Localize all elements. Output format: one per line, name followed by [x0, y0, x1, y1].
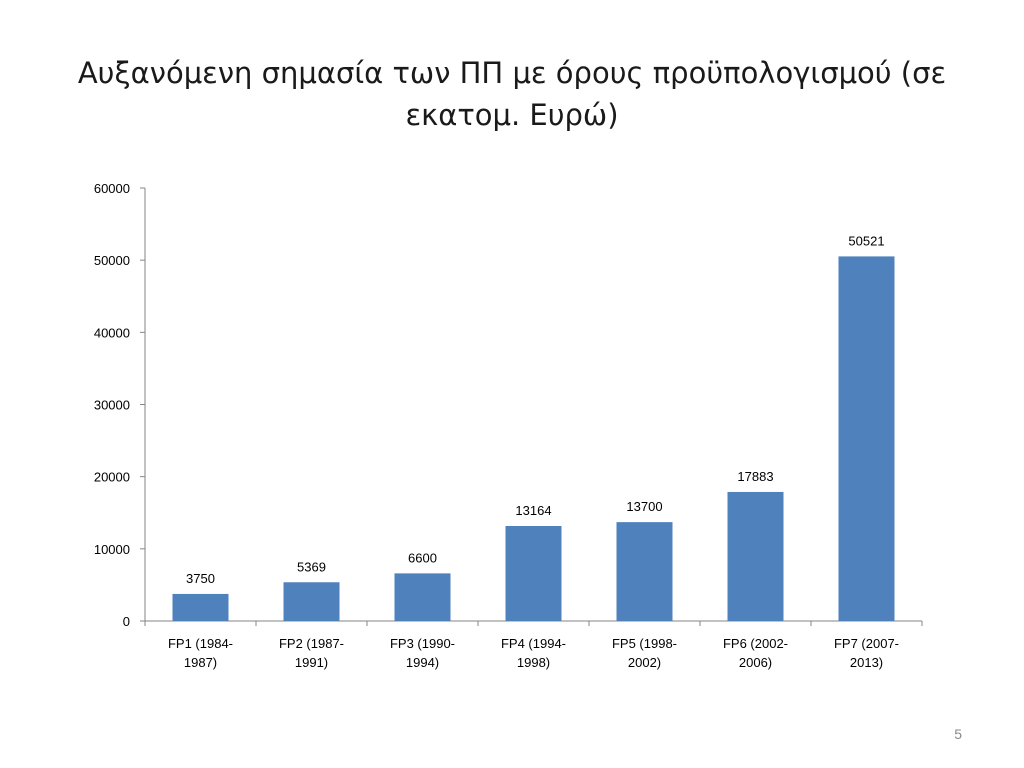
page-number: 5: [954, 726, 962, 742]
bar-data-label: 3750: [186, 571, 215, 586]
x-category-label: FP2 (1987-: [279, 636, 344, 651]
x-category-label: 1994): [406, 655, 439, 670]
x-category-label: 2002): [628, 655, 661, 670]
slide-title: Αυξανόμενη σημασία των ΠΠ με όρους προϋπ…: [77, 56, 947, 132]
bar: [505, 525, 562, 621]
bar: [838, 256, 895, 621]
bar: [394, 573, 451, 621]
bar-data-label: 13164: [515, 503, 551, 518]
bar-data-label: 13700: [626, 499, 662, 514]
bar-data-label: 50521: [848, 233, 884, 248]
x-category-label: FP6 (2002-: [723, 636, 788, 651]
x-category-label: FP4 (1994-: [501, 636, 566, 651]
bar: [283, 582, 340, 621]
x-category-label: FP5 (1998-: [612, 636, 677, 651]
y-tick-label: 10000: [94, 542, 130, 557]
x-category-label: FP7 (2007-: [834, 636, 899, 651]
y-tick-label: 50000: [94, 253, 130, 268]
x-category-label: 2006): [739, 655, 772, 670]
bar: [616, 522, 673, 621]
bar: [727, 491, 784, 621]
x-category-label: FP3 (1990-: [390, 636, 455, 651]
bar-data-label: 5369: [297, 559, 326, 574]
y-tick-label: 40000: [94, 325, 130, 340]
y-tick-label: 0: [123, 614, 130, 629]
bar-data-label: 17883: [737, 469, 773, 484]
x-category-label: 1987): [184, 655, 217, 670]
x-category-label: 1991): [295, 655, 328, 670]
x-category-label: 2013): [850, 655, 883, 670]
y-tick-label: 60000: [94, 181, 130, 196]
x-category-label: FP1 (1984-: [168, 636, 233, 651]
y-tick-label: 20000: [94, 470, 130, 485]
y-tick-label: 30000: [94, 398, 130, 413]
x-category-label: 1998): [517, 655, 550, 670]
bar-data-label: 6600: [408, 550, 437, 565]
bar: [172, 593, 229, 621]
